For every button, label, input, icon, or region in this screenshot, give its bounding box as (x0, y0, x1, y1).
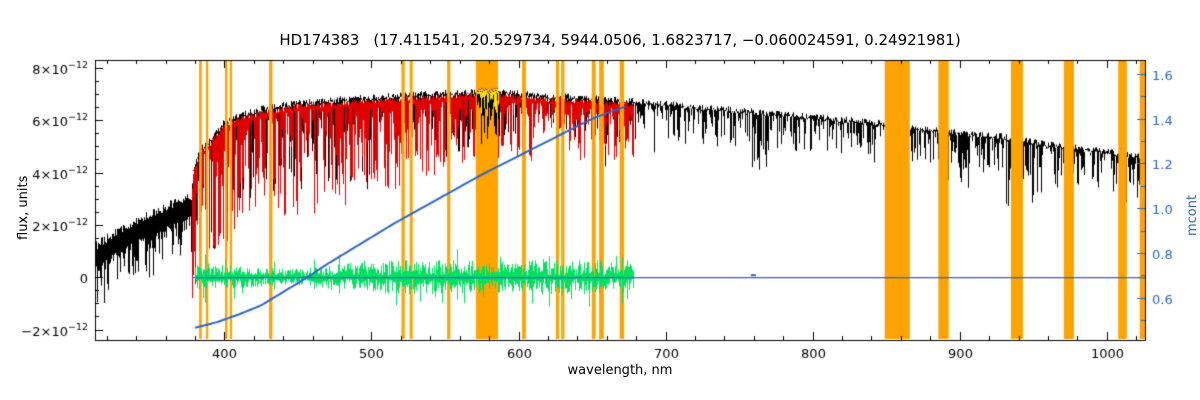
fit-parameters: (17.411541, 20.529734, 5944.0506, 1.6823… (373, 31, 961, 49)
plot-title: HD174383 (17.411541, 20.529734, 5944.0506… (95, 31, 1145, 49)
star-id: HD174383 (279, 31, 360, 49)
x-axis-label: wavelength, nm (567, 363, 673, 378)
y-axis-label-mcont: mcont (1185, 194, 1200, 236)
y-axis-label-flux: flux, units (16, 175, 31, 240)
